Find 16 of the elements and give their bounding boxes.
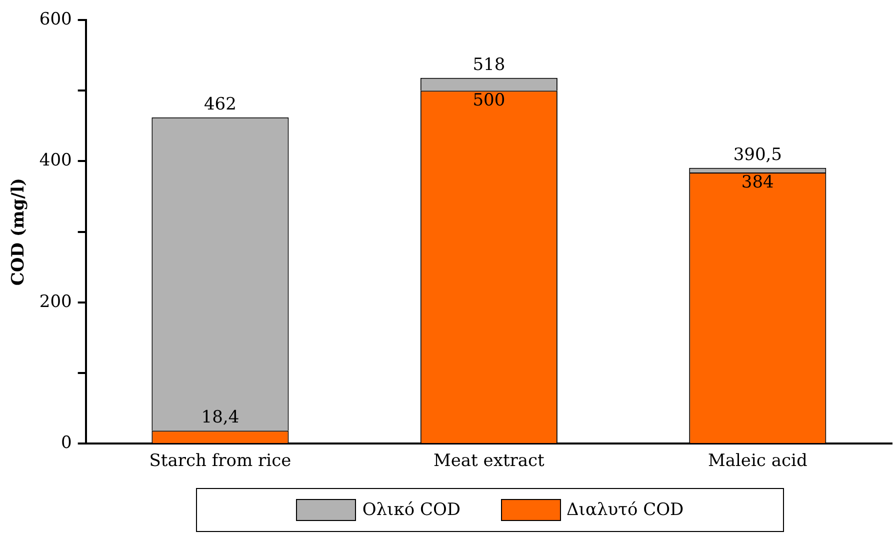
x-tick-label: Meat extract: [433, 451, 545, 472]
legend-label: Ολικό COD: [362, 500, 461, 520]
data-label: 500: [472, 90, 506, 111]
total-label: 518: [472, 54, 506, 75]
total-label: 390,5: [733, 144, 782, 165]
y-tick-label: 400: [39, 150, 72, 171]
total-label: 462: [204, 94, 236, 114]
y-tick-label: 600: [39, 9, 72, 30]
legend-label: Διαλυτό COD: [566, 500, 684, 520]
y-tick-label: 0: [61, 433, 72, 454]
data-label: 18,4: [201, 408, 240, 428]
data-label: 384: [741, 172, 774, 192]
x-tick-label: Starch from rice: [149, 451, 292, 472]
y-tick-label: 200: [39, 292, 72, 312]
x-tick-label: Maleic acid: [708, 451, 808, 472]
y-axis-title: COD (mg/l): [8, 178, 29, 286]
